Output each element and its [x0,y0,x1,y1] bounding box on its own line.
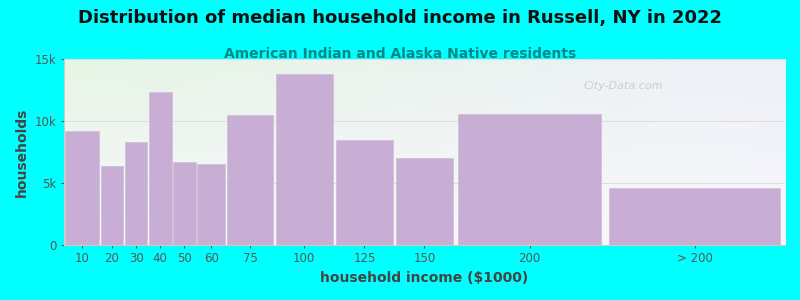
Bar [336,140,393,245]
Text: Distribution of median household income in Russell, NY in 2022: Distribution of median household income … [78,9,722,27]
Bar [173,162,195,245]
Bar [227,115,273,245]
Text: City-Data.com: City-Data.com [583,81,662,91]
Y-axis label: households: households [15,107,29,196]
Bar [125,142,147,245]
Bar [610,188,781,245]
Bar [396,158,453,245]
Text: American Indian and Alaska Native residents: American Indian and Alaska Native reside… [224,46,576,61]
Bar [458,113,601,245]
Bar [149,92,171,245]
Bar [197,164,226,245]
Bar [65,131,99,245]
X-axis label: household income ($1000): household income ($1000) [320,271,529,285]
Bar [101,166,123,245]
Bar [276,74,333,245]
